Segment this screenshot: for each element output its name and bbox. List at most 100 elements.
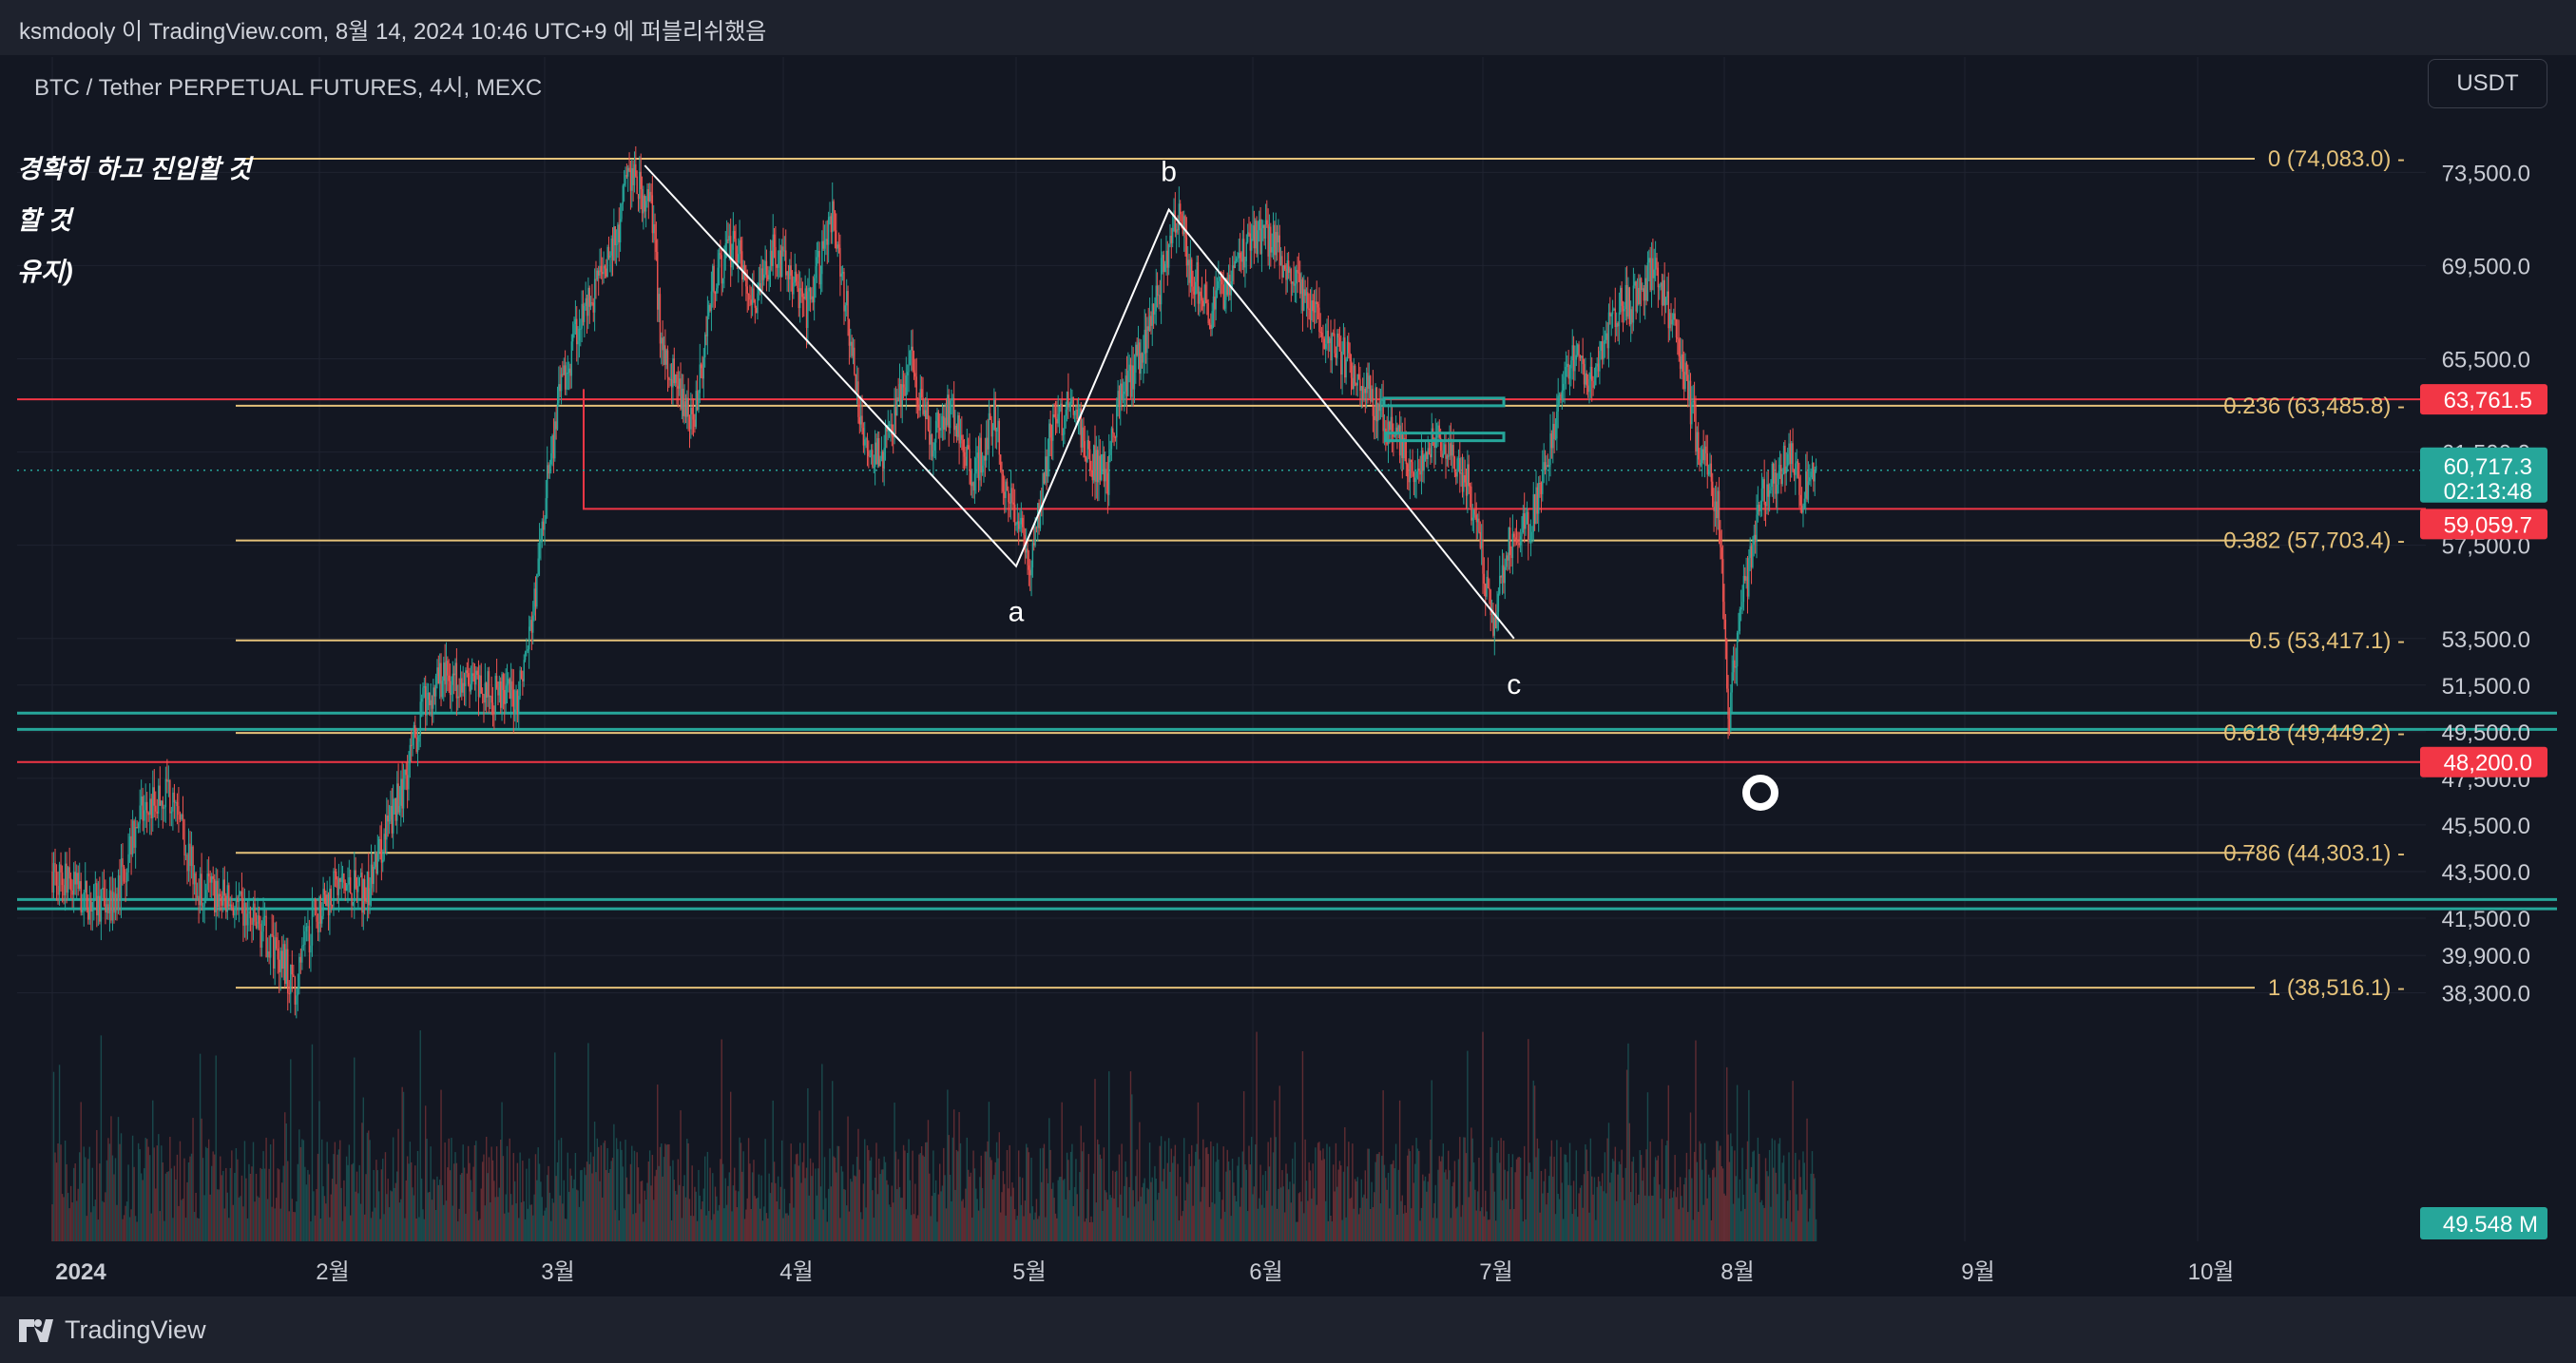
volume-bar <box>1659 1184 1661 1241</box>
candle-body <box>739 240 740 255</box>
time-axis: 2024 2월 3월 4월 5월 6월 7월 8월 9월 10월 <box>55 1259 2234 1285</box>
candle-body <box>150 798 152 818</box>
volume-bar <box>1568 1142 1571 1241</box>
volume-bar <box>1707 1174 1710 1241</box>
volume-bar <box>922 1155 924 1241</box>
candle-body <box>908 364 910 373</box>
volume-bar <box>629 1163 632 1241</box>
candle-body <box>368 872 370 906</box>
candle-body <box>1305 292 1308 297</box>
candle-body <box>933 442 935 451</box>
candle-body <box>1235 259 1238 261</box>
volume-bar <box>1188 1154 1190 1241</box>
price-badge-bg <box>2420 509 2547 540</box>
price-tick-label: 45,500.0 <box>2442 814 2530 839</box>
volume-bar <box>1336 1186 1338 1241</box>
volume-bar <box>1386 1189 1388 1241</box>
currency-button[interactable]: USDT <box>2428 59 2547 108</box>
volume-bar <box>1529 1171 1532 1241</box>
candle-body <box>920 389 923 398</box>
volume-bar <box>1532 1080 1534 1241</box>
candle-body <box>613 226 615 260</box>
candle-body <box>1397 425 1399 434</box>
candle-body <box>1114 437 1117 439</box>
volume-bar <box>1627 1043 1629 1241</box>
candle-body <box>865 438 867 440</box>
candle-body <box>688 416 691 430</box>
volume-bar <box>1238 1157 1240 1241</box>
volume-bar <box>201 1118 202 1241</box>
candle-body <box>1108 454 1110 495</box>
candle-body <box>655 240 658 253</box>
candle-body <box>1334 334 1336 354</box>
price-chart[interactable]: abc 0 (74,083.0) -0.236 (63,485.8) -0.38… <box>0 0 2576 1296</box>
volume-bar <box>1503 1141 1505 1241</box>
volume-bar <box>202 1158 204 1241</box>
volume-bar <box>331 1179 334 1241</box>
candle-body <box>480 675 482 694</box>
volume-bar <box>1416 1148 1419 1241</box>
candle-body <box>882 451 884 470</box>
candle-body <box>1670 313 1672 325</box>
candle-body <box>973 473 976 491</box>
candle-body <box>536 574 538 607</box>
volume-bar <box>596 1138 599 1241</box>
volume-bar <box>1519 1157 1522 1241</box>
volume-bar <box>888 1204 891 1241</box>
candle-body <box>832 201 834 233</box>
volume-bar <box>1140 1196 1142 1241</box>
volume-bar <box>1798 1160 1800 1241</box>
volume-bar <box>987 1141 989 1241</box>
volume-bar <box>1367 1148 1369 1241</box>
candle-body <box>1716 501 1718 519</box>
volume-bar <box>231 1150 233 1241</box>
candle-body <box>1169 235 1171 245</box>
volume-bar <box>193 1212 196 1241</box>
candle-body <box>127 854 129 873</box>
candle-body <box>1259 219 1261 254</box>
volume-bar <box>1523 1145 1526 1241</box>
candle-body <box>597 270 600 276</box>
candle-body <box>673 358 675 384</box>
candle-body <box>1038 503 1040 528</box>
tradingview-logo[interactable]: TradingView <box>19 1315 206 1345</box>
candle-body <box>412 733 413 745</box>
candle-body <box>1276 232 1278 242</box>
candle-body <box>1439 437 1442 451</box>
candle-body <box>909 350 912 365</box>
volume-bar <box>1264 1171 1267 1241</box>
candle-body <box>1184 216 1186 238</box>
volume-bar <box>308 1174 311 1241</box>
volume-bar <box>1237 1165 1239 1241</box>
volume-bar <box>776 1200 778 1241</box>
volume-bar <box>1646 1092 1649 1241</box>
candle-body <box>735 239 737 261</box>
candle-body <box>1479 531 1482 548</box>
candle-body <box>1297 269 1298 273</box>
volume-bar <box>1734 1150 1736 1241</box>
volume-bar <box>611 1158 614 1241</box>
volume-bar <box>1644 1195 1646 1241</box>
candle-body <box>901 384 903 406</box>
volume-bar <box>1197 1102 1200 1241</box>
volume-bar <box>830 1186 833 1241</box>
volume-bar <box>1099 1154 1102 1241</box>
candle-body <box>1011 488 1013 503</box>
candle-body <box>52 863 55 893</box>
volume-bar <box>1160 1136 1163 1241</box>
candle-body <box>567 373 568 374</box>
symbol-label[interactable]: BTC / Tether PERPETUAL FUTURES, 4시, MEXC <box>34 75 543 101</box>
volume-bar <box>1313 1188 1316 1241</box>
candle-body <box>906 372 909 375</box>
candle-body <box>509 679 510 700</box>
candle-body <box>361 873 363 913</box>
volume-bar <box>548 1192 551 1241</box>
volume-bar <box>409 1142 412 1241</box>
candle-body <box>266 950 269 957</box>
candle-body <box>544 519 546 530</box>
candle-body <box>228 885 230 907</box>
volume-bar <box>1178 1220 1181 1241</box>
candle-body <box>212 875 214 879</box>
candle-body <box>178 806 180 816</box>
candle-body <box>1682 354 1684 373</box>
